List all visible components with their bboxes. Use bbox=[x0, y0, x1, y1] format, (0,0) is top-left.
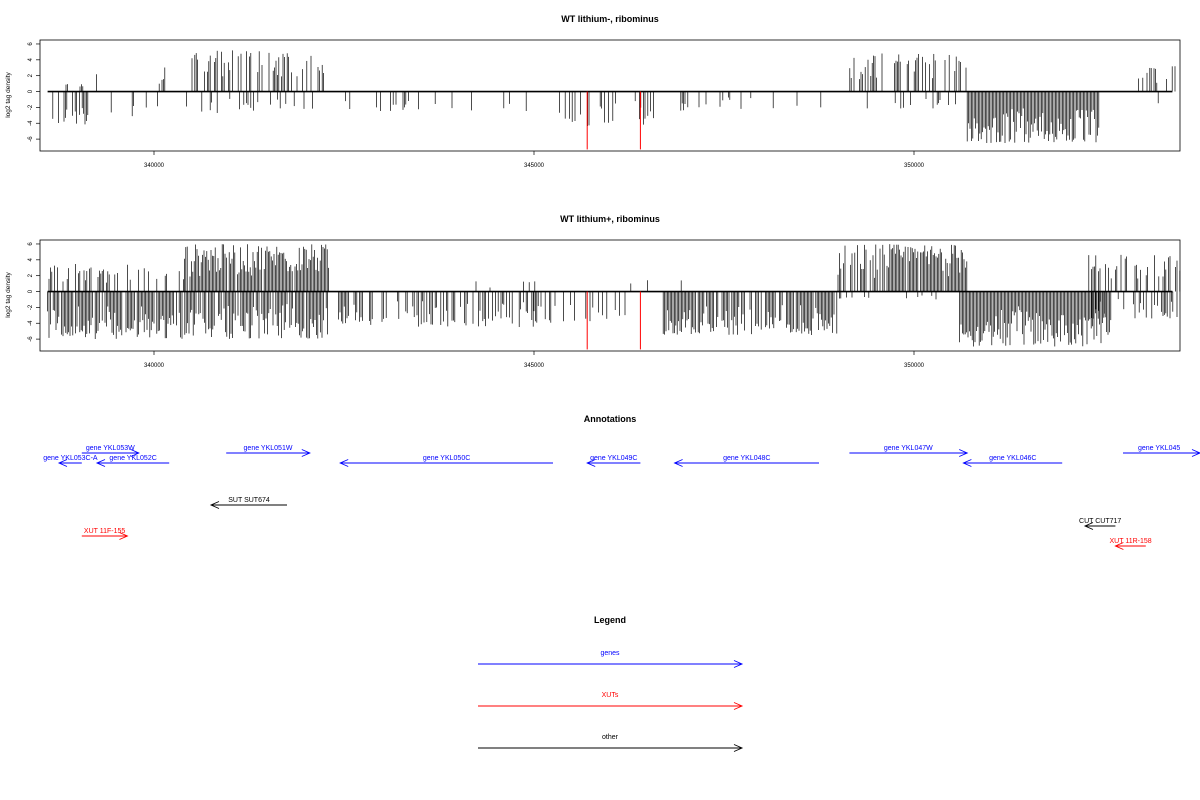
y-tick-label: 2 bbox=[28, 273, 34, 277]
x-tick-label: 345000 bbox=[524, 363, 545, 369]
feature-label: gene YKL051W bbox=[244, 445, 293, 452]
feature-arrow-head bbox=[1083, 522, 1094, 530]
annotation-feature: XUT 11R-158 bbox=[1110, 538, 1152, 550]
feature-label: SUT SUT674 bbox=[228, 497, 270, 504]
annotation-feature: gene YKL053C-A bbox=[43, 455, 98, 467]
feature-label: gene YKL052C bbox=[109, 455, 156, 462]
feature-label: gene YKL046C bbox=[989, 455, 1036, 462]
feature-label: gene YKL053C-A bbox=[43, 455, 98, 462]
feature-label: CUT CUT717 bbox=[1079, 518, 1121, 525]
annotation-feature: gene YKL050C bbox=[339, 455, 553, 467]
y-tick-label: -2 bbox=[28, 304, 34, 310]
annotation-feature: gene YKL052C bbox=[95, 455, 170, 467]
feature-arrow-head bbox=[959, 449, 969, 457]
signal-bars bbox=[47, 50, 1176, 150]
y-axis-label: log2 tag density bbox=[5, 271, 12, 317]
track-title: WT lithium+, ribominus bbox=[560, 214, 660, 224]
annotation-feature: gene YKL051W bbox=[226, 445, 311, 457]
y-tick-label: 0 bbox=[28, 289, 34, 293]
feature-label: gene YKL053W bbox=[86, 445, 135, 452]
annotation-feature: gene YKL053W bbox=[81, 445, 140, 457]
feature-label: gene YKL050C bbox=[423, 455, 470, 462]
annotation-feature: XUT 11F-155 bbox=[81, 528, 129, 540]
annotation-feature: gene YKL047W bbox=[849, 445, 969, 457]
legend-label: other bbox=[602, 734, 619, 741]
feature-label: XUT 11R-158 bbox=[1110, 538, 1152, 545]
feature-arrow-head bbox=[57, 459, 68, 467]
feature-label: gene YKL049C bbox=[590, 455, 637, 462]
feature-label: gene YKL047W bbox=[884, 445, 933, 452]
legend-arrow-head bbox=[733, 744, 744, 752]
legend-entries: genes XUTs other bbox=[478, 650, 744, 752]
plot-frame bbox=[39, 39, 1181, 152]
y-tick-label: 4 bbox=[28, 257, 34, 261]
legend-entry: genes bbox=[478, 650, 744, 668]
feature-arrow-head bbox=[586, 459, 596, 467]
legend-label: XUTs bbox=[602, 692, 619, 699]
feature-arrow-head bbox=[339, 459, 349, 467]
feature-label: gene YKL045 bbox=[1138, 445, 1180, 452]
feature-label: XUT 11F-155 bbox=[84, 528, 125, 535]
feature-arrow-head bbox=[209, 501, 220, 509]
y-tick-label: -6 bbox=[28, 136, 34, 142]
y-tick-label: 0 bbox=[28, 89, 34, 93]
y-tick-label: 4 bbox=[28, 57, 34, 61]
annotation-feature: gene YKL046C bbox=[962, 455, 1063, 467]
x-tick-label: 340000 bbox=[144, 363, 165, 369]
annotation-feature: CUT CUT717 bbox=[1079, 518, 1121, 530]
y-tick-label: -4 bbox=[28, 120, 34, 126]
y-tick-label: 6 bbox=[28, 42, 34, 46]
legend-entry: XUTs bbox=[478, 692, 744, 710]
feature-arrow-head bbox=[301, 449, 311, 457]
y-axis: -6 -4 -2 0 2 4 6 bbox=[28, 242, 40, 342]
x-tick-label: 350000 bbox=[904, 163, 925, 169]
track-panel-lithium-plus: WT lithium+, ribominus log2 tag density … bbox=[5, 214, 1181, 369]
y-tick-label: -6 bbox=[28, 336, 34, 342]
y-axis-label: log2 tag density bbox=[5, 71, 12, 117]
track-title: WT lithium-, ribominus bbox=[561, 14, 659, 24]
annotation-feature: gene YKL045 bbox=[1123, 445, 1200, 457]
legend-label: genes bbox=[600, 650, 620, 657]
signal-bars bbox=[47, 244, 1181, 350]
legend-arrow-head bbox=[733, 660, 744, 668]
feature-arrow-head bbox=[1114, 542, 1124, 550]
feature-arrow-head bbox=[1191, 449, 1200, 457]
feature-arrow-head bbox=[130, 449, 140, 457]
x-tick-label: 340000 bbox=[144, 163, 165, 169]
x-axis: 340000 345000 350000 bbox=[144, 151, 925, 169]
legend-entry: other bbox=[478, 734, 744, 752]
feature-label: gene YKL048C bbox=[723, 455, 770, 462]
y-tick-label: -2 bbox=[28, 104, 34, 110]
x-tick-label: 345000 bbox=[524, 163, 545, 169]
x-tick-label: 350000 bbox=[904, 363, 925, 369]
feature-arrow-head bbox=[119, 532, 129, 540]
plot-frame bbox=[39, 239, 1181, 352]
annotations-title: Annotations bbox=[584, 414, 637, 424]
feature-arrow-head bbox=[95, 459, 106, 467]
feature-arrow-head bbox=[962, 459, 972, 467]
annotation-feature: SUT SUT674 bbox=[209, 497, 287, 509]
y-tick-label: 2 bbox=[28, 73, 34, 77]
feature-arrow-head bbox=[673, 459, 683, 467]
legend-title: Legend bbox=[594, 615, 626, 625]
track-panel-lithium-minus: WT lithium-, ribominus log2 tag density … bbox=[5, 14, 1181, 169]
y-axis: -6 -4 -2 0 2 4 6 bbox=[28, 42, 40, 142]
annotation-feature: gene YKL048C bbox=[673, 455, 819, 467]
y-tick-label: 6 bbox=[28, 242, 34, 246]
x-axis: 340000 345000 350000 bbox=[144, 351, 925, 369]
annotation-feature: gene YKL049C bbox=[586, 455, 641, 467]
legend-panel: Legend genes XUTs other bbox=[478, 615, 744, 752]
legend-arrow-head bbox=[733, 702, 744, 710]
feature-list: gene YKL053W gene YKL053C-A gene YKL052C ge… bbox=[43, 445, 1200, 550]
y-tick-label: -4 bbox=[28, 320, 34, 326]
